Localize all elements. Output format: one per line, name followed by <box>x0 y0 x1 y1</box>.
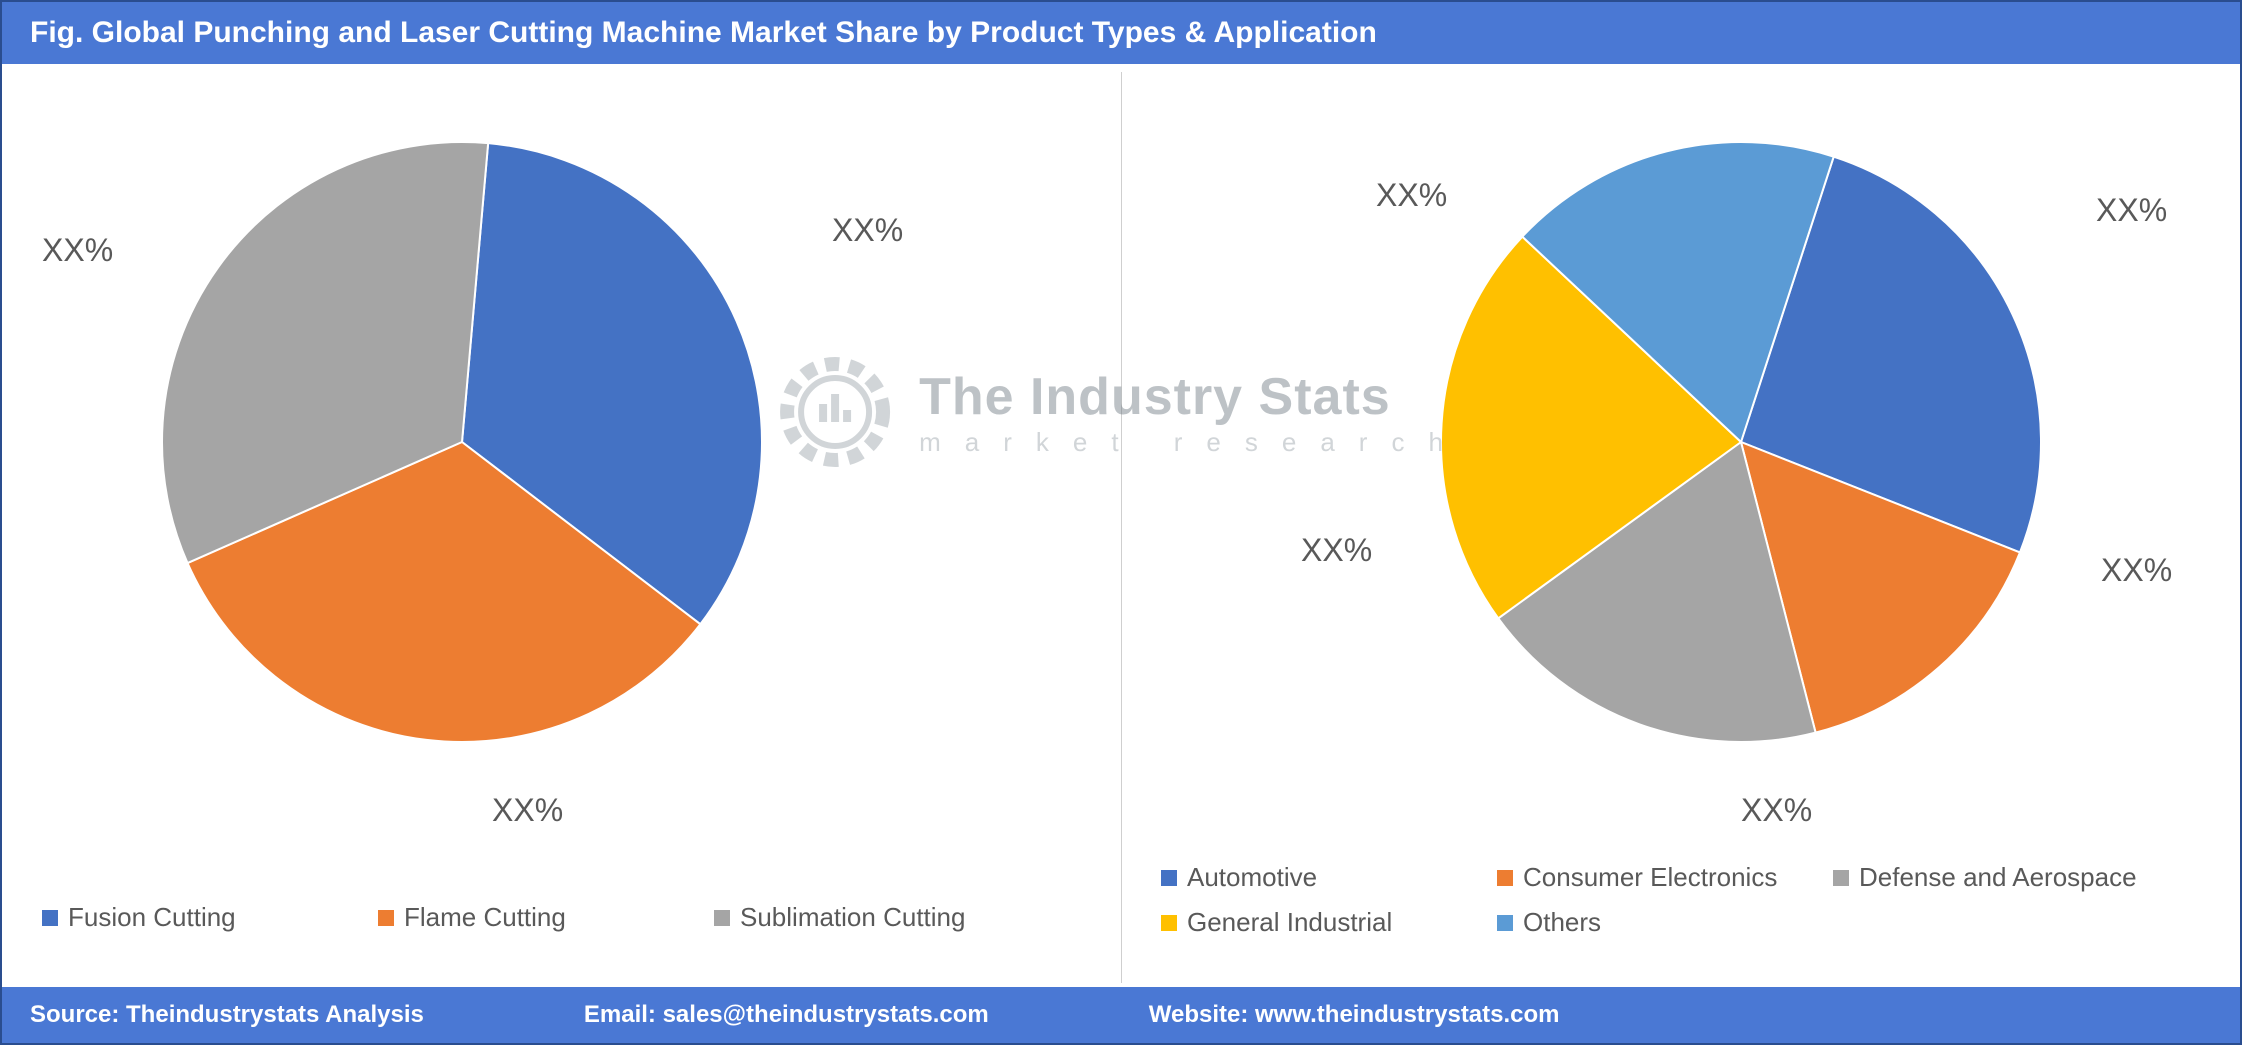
footer-bar: Source: Theindustrystats Analysis Email:… <box>2 987 2240 1043</box>
title-bar: Fig. Global Punching and Laser Cutting M… <box>2 2 2240 64</box>
legend-label: Consumer Electronics <box>1523 862 1777 893</box>
slice-label: XX% <box>1741 792 1812 829</box>
legend-item: Defense and Aerospace <box>1833 862 2137 893</box>
pie-application <box>1121 72 2241 952</box>
legend-swatch <box>1497 870 1513 886</box>
footer-email: Email: sales@theindustrystats.com <box>584 1001 989 1029</box>
figure: Fig. Global Punching and Laser Cutting M… <box>0 0 2242 1045</box>
legend-item: General Industrial <box>1161 907 1461 938</box>
chart-application: Automotive Consumer Electronics Defense an… <box>1121 72 2240 983</box>
legend-label: Flame Cutting <box>404 902 566 933</box>
legend-label: Others <box>1523 907 1601 938</box>
chart-product-types: Fusion Cutting Flame Cutting Sublimation C… <box>2 72 1121 983</box>
legend-item: Consumer Electronics <box>1497 862 1797 893</box>
legend-swatch <box>1833 870 1849 886</box>
legend-label: Sublimation Cutting <box>740 902 965 933</box>
legend-item: Automotive <box>1161 862 1461 893</box>
legend-item: Flame Cutting <box>378 902 678 933</box>
slice-label: XX% <box>1301 532 1372 569</box>
legend-item: Others <box>1497 907 1797 938</box>
legend-label: General Industrial <box>1187 907 1392 938</box>
legend-swatch <box>42 910 58 926</box>
charts-area: Fusion Cutting Flame Cutting Sublimation C… <box>2 72 2240 983</box>
legend-label: Fusion Cutting <box>68 902 236 933</box>
legend-swatch <box>1497 915 1513 931</box>
legend-swatch <box>1161 915 1177 931</box>
figure-title: Fig. Global Punching and Laser Cutting M… <box>30 16 1377 49</box>
legend-label: Automotive <box>1187 862 1317 893</box>
slice-label: XX% <box>492 792 563 829</box>
legend-application: Automotive Consumer Electronics Defense an… <box>1161 862 2200 938</box>
legend-label: Defense and Aerospace <box>1859 862 2137 893</box>
legend-swatch <box>714 910 730 926</box>
slice-label: XX% <box>2096 192 2167 229</box>
slice-label: XX% <box>1376 177 1447 214</box>
slice-label: XX% <box>832 212 903 249</box>
legend-swatch <box>1161 870 1177 886</box>
footer-source: Source: Theindustrystats Analysis <box>30 1001 424 1029</box>
legend-item: Sublimation Cutting <box>714 902 1014 933</box>
footer-website: Website: www.theindustrystats.com <box>1149 1001 1560 1029</box>
slice-label: XX% <box>42 232 113 269</box>
slice-label: XX% <box>2101 552 2172 589</box>
legend-item: Fusion Cutting <box>42 902 342 933</box>
legend-product-types: Fusion Cutting Flame Cutting Sublimation C… <box>42 902 1081 933</box>
legend-swatch <box>378 910 394 926</box>
